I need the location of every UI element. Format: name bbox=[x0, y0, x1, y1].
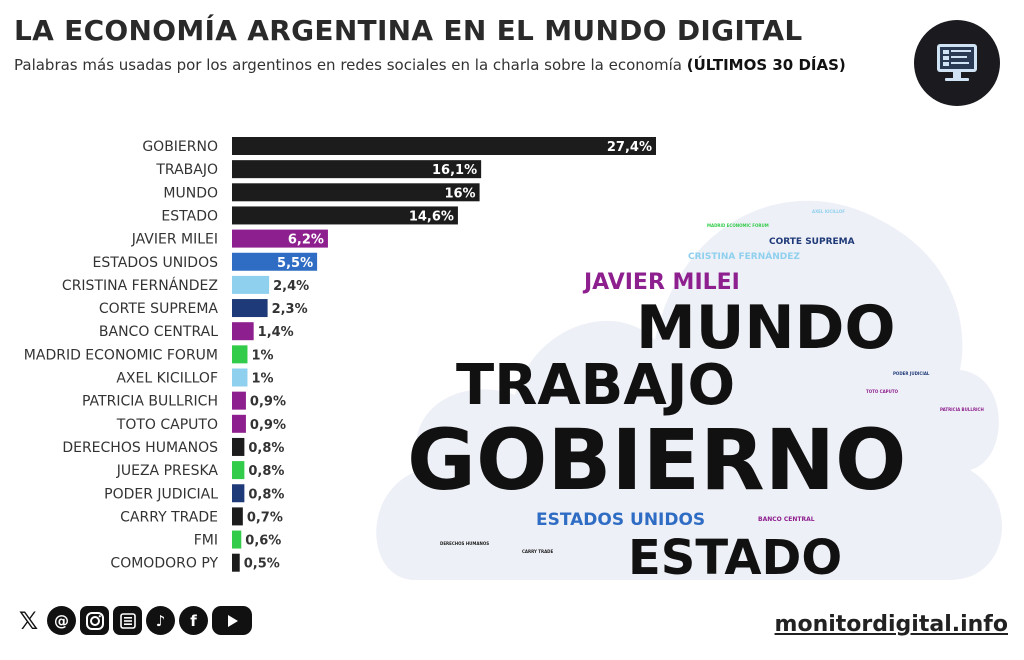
tiktok-icon[interactable]: ♪ bbox=[146, 606, 175, 635]
bar bbox=[232, 391, 246, 410]
category-label: DERECHOS HUMANOS bbox=[62, 440, 218, 456]
bar bbox=[232, 461, 245, 480]
wordcloud-word: AXEL KICILLOF bbox=[812, 209, 845, 214]
value-label: 0,6% bbox=[245, 534, 281, 549]
wordcloud-word: ESTADO bbox=[628, 530, 843, 586]
value-label: 14,6% bbox=[409, 209, 454, 224]
chart-title: LA ECONOMÍA ARGENTINA EN EL MUNDO DIGITA… bbox=[14, 14, 803, 47]
bar bbox=[232, 507, 243, 526]
wordcloud-word: PATRICIA BULLRICH bbox=[940, 407, 984, 412]
bar bbox=[232, 368, 248, 387]
bar bbox=[232, 437, 245, 456]
x-icon[interactable]: 𝕏 bbox=[18, 606, 39, 635]
value-label: 1% bbox=[251, 372, 273, 387]
bar-chart: GOBIERNO 27,4% TRABAJO 16,1% MUNDO 16% ESTADO 1… bbox=[24, 137, 656, 572]
bar bbox=[232, 275, 270, 294]
value-label: 1,4% bbox=[258, 325, 294, 340]
wordcloud-word: MUNDO bbox=[636, 293, 896, 363]
category-label: ESTADO bbox=[161, 208, 218, 224]
category-label: COMODORO PY bbox=[110, 556, 218, 572]
bar bbox=[232, 183, 480, 202]
bar bbox=[232, 160, 482, 179]
wordcloud-word: ESTADOS UNIDOS bbox=[536, 510, 706, 530]
value-label: 2,4% bbox=[273, 279, 309, 294]
bar bbox=[232, 322, 254, 341]
category-label: BANCO CENTRAL bbox=[99, 324, 218, 340]
wordcloud-word: BANCO CENTRAL bbox=[758, 516, 815, 523]
value-label: 16,1% bbox=[432, 163, 477, 178]
wordcloud-word: JAVIER MILEI bbox=[584, 270, 740, 295]
value-label: 0,8% bbox=[248, 464, 284, 479]
category-label: CARRY TRADE bbox=[120, 509, 218, 525]
bar bbox=[232, 229, 328, 248]
value-label: 1% bbox=[251, 348, 273, 363]
bar bbox=[232, 553, 240, 572]
value-label: 27,4% bbox=[607, 140, 652, 155]
category-label: TRABAJO bbox=[155, 162, 218, 178]
value-label: 0,7% bbox=[247, 510, 283, 525]
category-label: MADRID ECONOMIC FORUM bbox=[24, 347, 218, 363]
instagram-icon[interactable] bbox=[80, 606, 109, 635]
value-label: 6,2% bbox=[288, 233, 324, 248]
subtitle-period: (ÚLTIMOS 30 DÍAS) bbox=[686, 56, 846, 74]
wordcloud-word: CORTE SUPREMA bbox=[769, 237, 855, 247]
wordcloud-word: MADRID ECONOMIC FORUM bbox=[707, 223, 769, 228]
category-label: ESTADOS UNIDOS bbox=[93, 255, 219, 271]
value-label: 16% bbox=[444, 186, 475, 201]
bar bbox=[232, 252, 318, 271]
category-label: JUEZA PRESKA bbox=[116, 463, 219, 479]
category-label: CORTE SUPREMA bbox=[99, 301, 219, 317]
bar bbox=[232, 299, 268, 318]
bar bbox=[232, 414, 246, 433]
cloud-shape-background bbox=[376, 200, 1003, 580]
wordcloud-word: TOTO CAPUTO bbox=[866, 389, 898, 394]
bar bbox=[232, 530, 242, 549]
chart-subtitle: Palabras más usadas por los argentinos e… bbox=[14, 56, 846, 74]
category-label: PATRICIA BULLRICH bbox=[82, 394, 218, 410]
facebook-icon[interactable]: f bbox=[179, 606, 208, 635]
threads-icon[interactable]: @ bbox=[47, 606, 76, 635]
value-label: 0,9% bbox=[250, 418, 286, 433]
category-label: MUNDO bbox=[163, 185, 218, 201]
wordcloud-word: DERECHOS HUMANOS bbox=[440, 541, 490, 546]
value-label: 2,3% bbox=[272, 302, 308, 317]
category-label: GOBIERNO bbox=[142, 139, 218, 155]
youtube-icon[interactable] bbox=[212, 606, 252, 635]
value-label: 5,5% bbox=[277, 256, 313, 271]
wordcloud-word: TRABAJO bbox=[456, 353, 736, 418]
monitor-logo-icon bbox=[914, 20, 1000, 106]
substack-icon[interactable] bbox=[113, 606, 142, 635]
category-label: CRISTINA FERNÁNDEZ bbox=[62, 277, 218, 294]
value-label: 0,8% bbox=[248, 487, 284, 502]
category-label: AXEL KICILLOF bbox=[116, 371, 218, 387]
value-label: 0,9% bbox=[250, 395, 286, 410]
value-label: 0,8% bbox=[248, 441, 284, 456]
category-label: TOTO CAPUTO bbox=[116, 417, 218, 433]
social-icons: 𝕏 @ ♪ f bbox=[14, 606, 252, 635]
bar bbox=[232, 206, 458, 225]
category-label: PODER JUDICIAL bbox=[104, 486, 218, 502]
wordcloud-word: CRISTINA FERNÁNDEZ bbox=[688, 252, 800, 262]
bar bbox=[232, 137, 656, 155]
subtitle-text: Palabras más usadas por los argentinos e… bbox=[14, 56, 682, 74]
bar bbox=[232, 345, 248, 364]
category-label: FMI bbox=[194, 533, 218, 549]
website-link[interactable]: monitordigital.info bbox=[774, 612, 1008, 637]
wordcloud-word: CARRY TRADE bbox=[522, 549, 554, 554]
category-label: JAVIER MILEI bbox=[131, 232, 218, 248]
value-label: 0,5% bbox=[244, 557, 280, 572]
wordcloud-word: PODER JUDICIAL bbox=[893, 371, 930, 376]
bar bbox=[232, 484, 245, 503]
wordcloud-word: GOBIERNO bbox=[407, 411, 907, 509]
